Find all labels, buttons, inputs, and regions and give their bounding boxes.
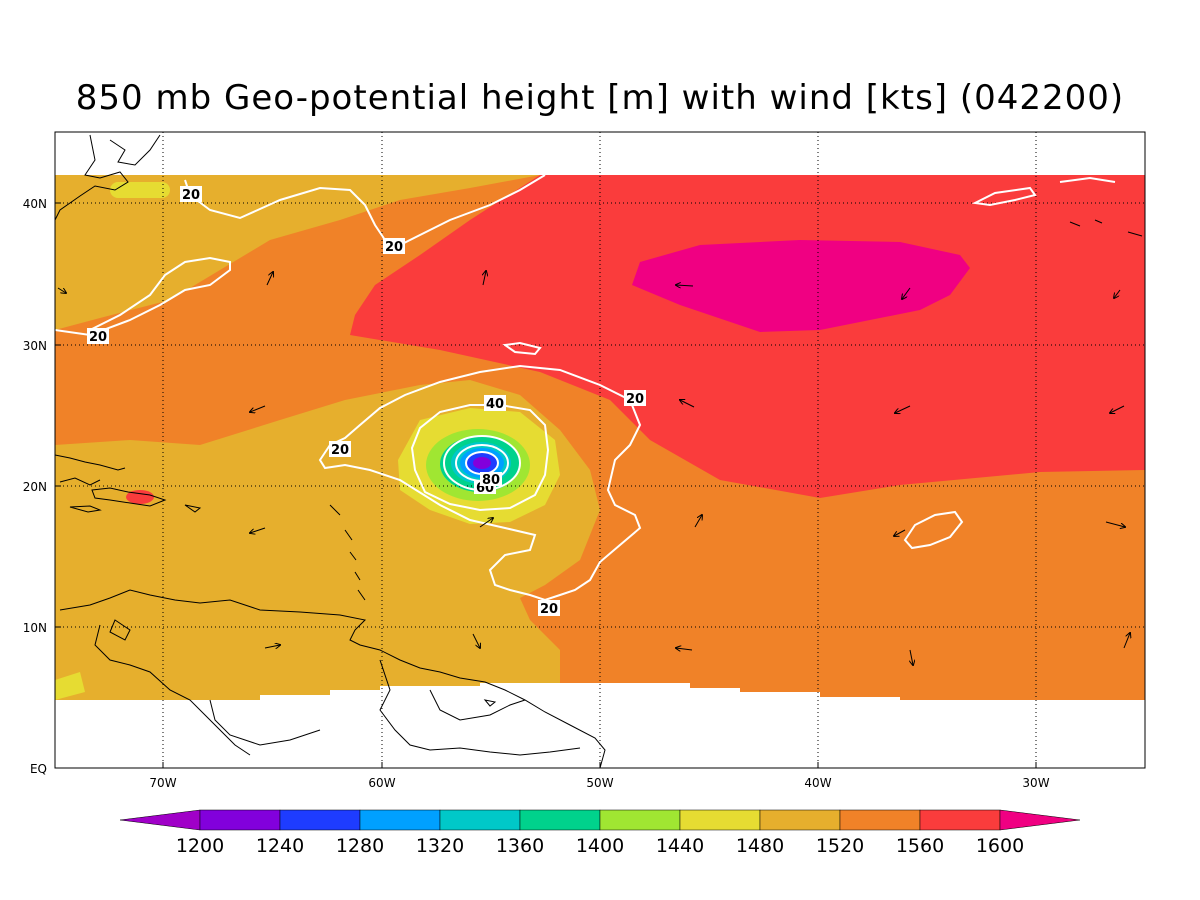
- wind-vector: [250, 527, 266, 533]
- wind-vectors: [57, 271, 1130, 665]
- contour-label: 20: [626, 392, 644, 407]
- band-1520: [55, 175, 540, 330]
- wind-vector: [910, 649, 913, 665]
- colorbar-swatch: [359, 809, 441, 831]
- wind-vector: [264, 645, 280, 648]
- wind-vector: [266, 272, 273, 286]
- gridlines: [55, 132, 1145, 768]
- lat-tick-label: 20N: [23, 480, 47, 494]
- contour-label: 20: [182, 188, 200, 203]
- wind-vector: [895, 405, 911, 413]
- wind-vector: [483, 271, 486, 286]
- lon-axis: 70W 60W 50W 40W 30W: [149, 776, 1049, 790]
- colorbar-swatch: [199, 809, 281, 831]
- wind-vector: [1114, 289, 1121, 298]
- wind-vector: [902, 287, 911, 299]
- colorbar-min-triangle: [119, 809, 201, 831]
- lon-tick-label: 70W: [149, 776, 176, 790]
- lat-tick-label: 40N: [23, 197, 47, 211]
- map-title: 850 mb Geo-potential height [m] with win…: [75, 78, 1125, 118]
- lon-tick-label: 30W: [1022, 776, 1049, 790]
- wind-contours: [55, 174, 1116, 602]
- contour-label: 40: [486, 397, 504, 412]
- contour-labels: 20 20 20 20 20 20 40 60 80: [87, 186, 646, 617]
- wind-vector: [676, 648, 693, 650]
- wind-vector: [250, 405, 266, 412]
- contour-label: 20: [89, 330, 107, 345]
- height-field: [55, 175, 1145, 768]
- colorbar-level-label: 1320: [416, 835, 464, 857]
- colorbar-level-label: 1480: [736, 835, 784, 857]
- colorbar-swatch: [679, 809, 761, 831]
- wind-vector: [1123, 633, 1130, 649]
- lat-tick-label: 10N: [23, 621, 47, 635]
- colorbar-level-label: 1240: [256, 835, 304, 857]
- colorbar-swatch: [279, 809, 361, 831]
- colorbar-swatch: [839, 809, 921, 831]
- colorbar-level-label: 1280: [336, 835, 384, 857]
- colorbar: 1200 1240 1280 1320 1360 1400 1440 1480 1520 1560…: [119, 809, 1081, 857]
- missing-data-south: [55, 683, 1145, 768]
- contour-label: 20: [385, 240, 403, 255]
- lon-tick-label: 60W: [368, 776, 395, 790]
- wind-vector: [472, 633, 480, 648]
- contour-label: 20: [540, 602, 558, 617]
- coastlines: [55, 134, 1143, 768]
- colorbar-level-label: 1200: [176, 835, 224, 857]
- lat-tick-label: EQ: [30, 762, 47, 776]
- colorbar-swatch: [439, 809, 521, 831]
- colorbar-level-label: 1440: [656, 835, 704, 857]
- colorbar-swatch: [919, 809, 1001, 831]
- band-1240: [473, 457, 491, 469]
- colorbar-level-label: 1600: [976, 835, 1024, 857]
- band-above-1600: [632, 240, 970, 332]
- colorbar-level-label: 1360: [496, 835, 544, 857]
- wind-vector: [894, 529, 906, 536]
- wind-vector: [680, 400, 695, 408]
- colorbar-level-label: 1560: [896, 835, 944, 857]
- contour-label: 80: [482, 473, 500, 488]
- wind-vector: [694, 515, 702, 528]
- wind-vector: [57, 287, 66, 293]
- wind-vector: [479, 518, 493, 528]
- colorbar-swatch: [599, 809, 681, 831]
- contour-label: 20: [331, 443, 349, 458]
- lon-tick-label: 40W: [804, 776, 831, 790]
- colorbar-level-label: 1400: [576, 835, 624, 857]
- wind-vector: [1105, 521, 1125, 527]
- wind-vector: [676, 285, 694, 286]
- colorbar-max-triangle: [999, 809, 1081, 831]
- lon-tick-label: 50W: [586, 776, 613, 790]
- colorbar-swatch: [759, 809, 841, 831]
- lat-tick-label: 30N: [23, 339, 47, 353]
- colorbar-swatch: [519, 809, 601, 831]
- colorbar-level-label: 1520: [816, 835, 864, 857]
- wind-vector: [1110, 405, 1125, 413]
- lat-axis: 40N 30N 20N 10N EQ: [23, 197, 47, 776]
